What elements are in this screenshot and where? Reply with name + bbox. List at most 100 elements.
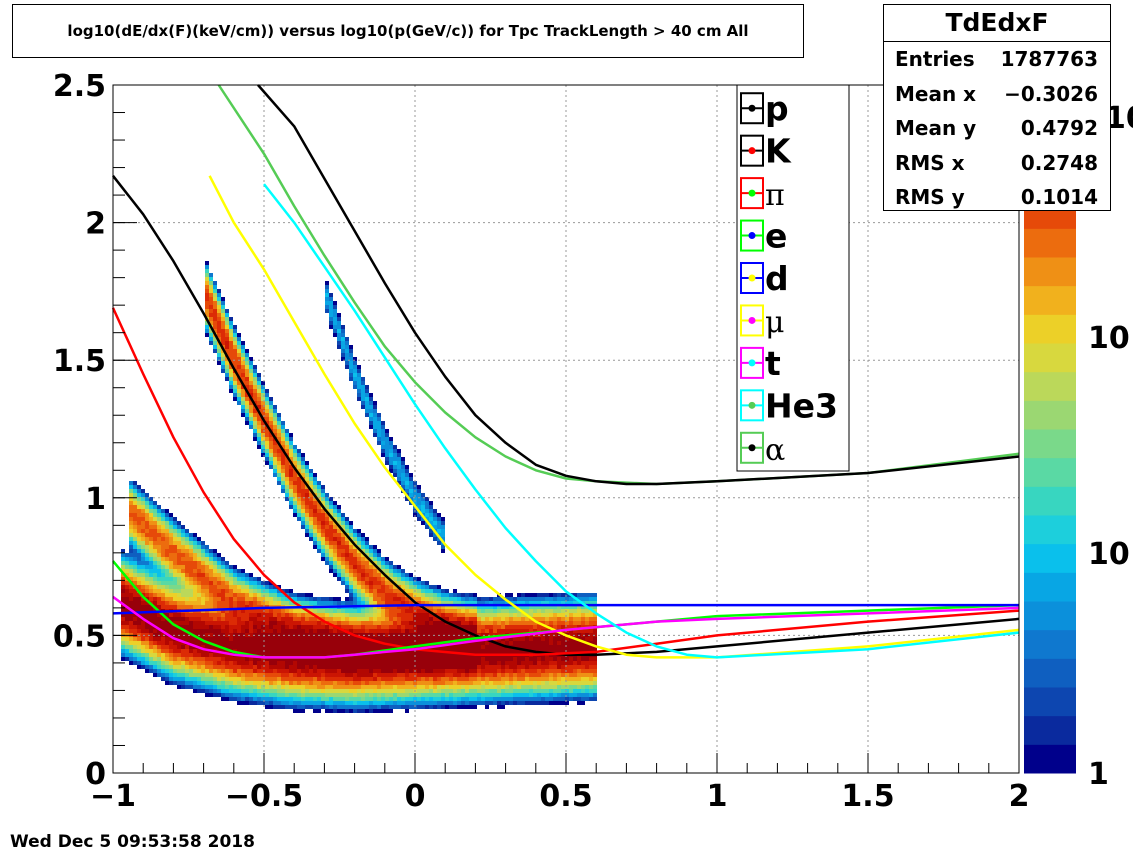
heatmap-cell <box>449 593 453 597</box>
heatmap-cell <box>269 629 273 633</box>
heatmap-cell <box>189 657 193 661</box>
heatmap-cell <box>173 681 177 685</box>
heatmap-cell <box>281 629 285 633</box>
heatmap-cell <box>269 445 273 449</box>
heatmap-cell <box>165 545 169 549</box>
heatmap-cell <box>161 665 165 669</box>
heatmap-cell <box>389 637 393 641</box>
heatmap-cell <box>153 581 157 585</box>
heatmap-cell <box>217 617 221 621</box>
heatmap-cell <box>437 541 441 545</box>
heatmap-cell <box>325 281 329 285</box>
heatmap-cell <box>185 581 189 585</box>
heatmap-cell <box>285 609 289 613</box>
heatmap-cell <box>469 609 473 613</box>
heatmap-cell <box>381 657 385 661</box>
heatmap-cell <box>213 321 217 325</box>
heatmap-cell <box>373 657 377 661</box>
heatmap-cell <box>325 701 329 705</box>
heatmap-cell <box>313 513 317 517</box>
heatmap-cell <box>277 417 281 421</box>
heatmap-cell <box>217 589 221 593</box>
heatmap-cell <box>593 637 597 641</box>
heatmap-cell <box>497 677 501 681</box>
heatmap-cell <box>361 609 365 613</box>
heatmap-cell <box>193 689 197 693</box>
heatmap-cell <box>373 669 377 673</box>
heatmap-cell <box>533 621 537 625</box>
heatmap-cell <box>433 621 437 625</box>
heatmap-cell <box>373 545 377 549</box>
heatmap-cell <box>253 665 257 669</box>
heatmap-cell <box>201 649 205 653</box>
heatmap-cell <box>557 621 561 625</box>
heatmap-cell <box>573 645 577 649</box>
heatmap-cell <box>229 625 233 629</box>
heatmap-cell <box>545 605 549 609</box>
heatmap-cell <box>437 597 441 601</box>
heatmap-cell <box>445 617 449 621</box>
heatmap-cell <box>361 661 365 665</box>
heatmap-cell <box>273 425 277 429</box>
heatmap-cell <box>153 537 157 541</box>
heatmap-cell <box>245 589 249 593</box>
heatmap-cell <box>357 377 361 381</box>
heatmap-cell <box>253 597 257 601</box>
heatmap-cell <box>357 565 361 569</box>
heatmap-cell <box>337 641 341 645</box>
heatmap-cell <box>337 601 341 605</box>
heatmap-cell <box>289 613 293 617</box>
heatmap-cell <box>213 693 217 697</box>
heatmap-cell <box>329 685 333 689</box>
heatmap-cell <box>169 545 173 549</box>
heatmap-cell <box>357 693 361 697</box>
heatmap-cell <box>377 425 381 429</box>
heatmap-cell <box>409 489 413 493</box>
heatmap-cell <box>429 589 433 593</box>
heatmap-cell <box>349 657 353 661</box>
heatmap-cell <box>473 597 477 601</box>
heatmap-cell <box>449 685 453 689</box>
heatmap-cell <box>553 617 557 621</box>
heatmap-cell <box>373 601 377 605</box>
heatmap-cell <box>433 593 437 597</box>
heatmap-cell <box>477 685 481 689</box>
heatmap-cell <box>297 597 301 601</box>
heatmap-cell <box>361 569 365 573</box>
heatmap-cell <box>581 697 585 701</box>
heatmap-cell <box>233 393 237 397</box>
heatmap-cell <box>293 681 297 685</box>
heatmap-cell <box>129 513 133 517</box>
heatmap-cell <box>509 617 513 621</box>
heatmap-cell <box>265 701 269 705</box>
heatmap-cell <box>469 681 473 685</box>
heatmap-cell <box>537 665 541 669</box>
heatmap-cell <box>549 637 553 641</box>
heatmap-cell <box>449 597 453 601</box>
heatmap-cell <box>157 573 161 577</box>
heatmap-cell <box>385 589 389 593</box>
heatmap-cell <box>205 561 209 565</box>
heatmap-cell <box>301 501 305 505</box>
heatmap-cell <box>181 553 185 557</box>
heatmap-cell <box>233 377 237 381</box>
heatmap-cell <box>305 493 309 497</box>
heatmap-cell <box>377 669 381 673</box>
heatmap-cell <box>173 553 177 557</box>
heatmap-cell <box>221 625 225 629</box>
heatmap-cell <box>209 657 213 661</box>
heatmap-cell <box>385 653 389 657</box>
heatmap-cell <box>533 609 537 613</box>
heatmap-cell <box>201 561 205 565</box>
heatmap-cell <box>209 605 213 609</box>
heatmap-cell <box>209 553 213 557</box>
heatmap-cell <box>129 605 133 609</box>
heatmap-cell <box>169 513 173 517</box>
heatmap-cell <box>213 309 217 313</box>
heatmap-cell <box>141 537 145 541</box>
heatmap-cell <box>541 689 545 693</box>
heatmap-cell <box>361 665 365 669</box>
heatmap-cell <box>393 637 397 641</box>
heatmap-cell <box>361 629 365 633</box>
heatmap-cell <box>357 697 361 701</box>
